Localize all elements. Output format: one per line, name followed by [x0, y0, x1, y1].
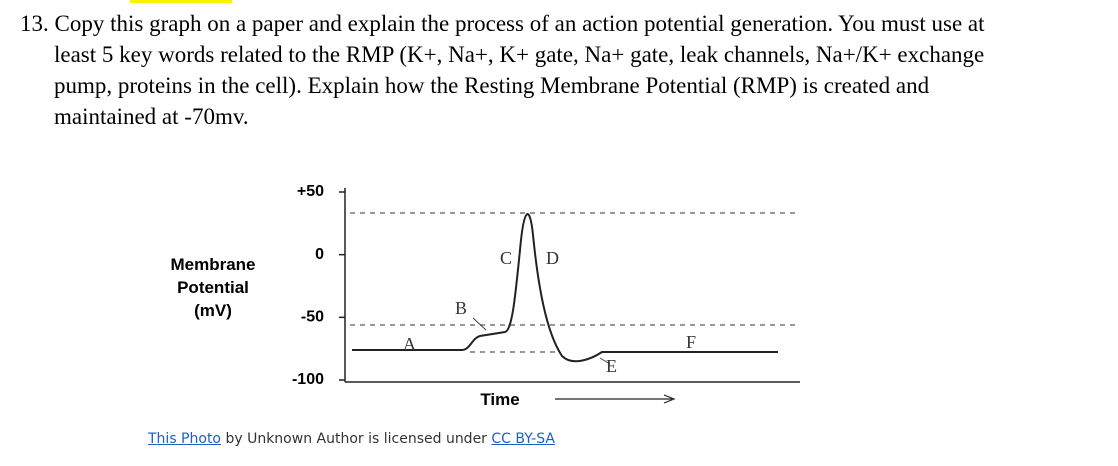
pointer — [472, 317, 611, 365]
question-line: maintained at -70mv. — [54, 104, 249, 129]
caption-text: by Unknown Author is licensed under — [225, 431, 487, 447]
license-link[interactable]: CC BY-SA — [491, 431, 555, 447]
point-label: C — [500, 248, 512, 268]
y-tick-label: +50 — [297, 183, 324, 200]
point-label: F — [686, 332, 696, 352]
caption: This Photo by Unknown Author is licensed… — [148, 431, 555, 447]
y-tick-label: -100 — [292, 371, 324, 388]
question-line: least 5 key words related to the RMP (K+… — [54, 42, 985, 67]
y-label: Membrane — [170, 255, 255, 274]
time-arrow-head — [663, 394, 676, 404]
question-line: pump, proteins in the cell). Explain how… — [54, 73, 930, 98]
x-label: Time — [480, 390, 519, 409]
point-label: D — [546, 248, 559, 268]
y-label: Potential — [177, 278, 249, 297]
highlight — [130, 0, 232, 3]
y-tick-label: 0 — [315, 246, 324, 263]
y-tick-label: -50 — [301, 309, 324, 326]
question-line: 13. Copy this graph on a paper and expla… — [20, 11, 985, 36]
point-label: B — [455, 298, 467, 318]
point-label: E — [606, 356, 617, 376]
action-potential-curve — [352, 213, 778, 363]
question: 13. Copy this graph on a paper and expla… — [20, 8, 985, 132]
point-label: A — [403, 334, 416, 354]
photo-link[interactable]: This Photo — [148, 431, 221, 447]
y-label: (mV) — [194, 301, 232, 320]
